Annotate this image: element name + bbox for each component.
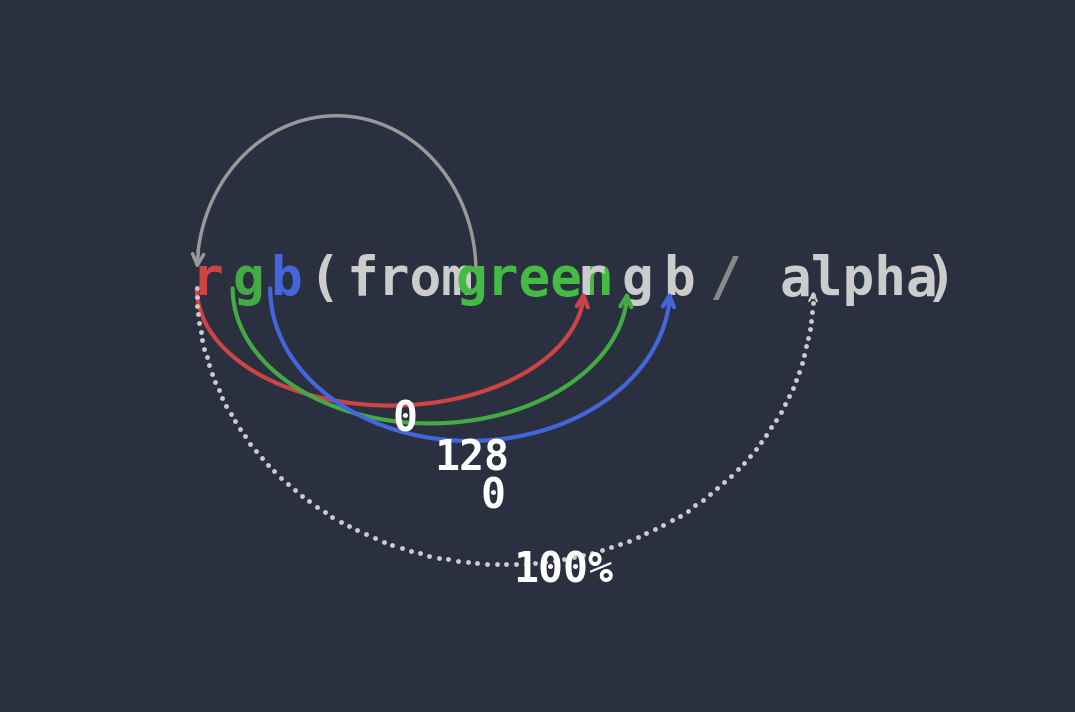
Text: g: g <box>232 254 264 306</box>
Text: (: ( <box>307 254 340 306</box>
Text: ): ) <box>924 254 956 306</box>
Text: 128: 128 <box>434 437 510 479</box>
Text: b: b <box>663 254 696 306</box>
Text: 100%: 100% <box>514 550 614 592</box>
Text: 0: 0 <box>392 399 418 441</box>
Text: r: r <box>191 254 223 306</box>
Text: 0: 0 <box>481 476 505 518</box>
Text: green: green <box>455 254 614 306</box>
Text: from: from <box>347 254 474 306</box>
Text: r: r <box>574 254 606 306</box>
Text: b: b <box>270 254 302 306</box>
Text: /: / <box>710 254 741 306</box>
Text: alpha: alpha <box>780 254 938 306</box>
Text: g: g <box>621 254 654 306</box>
